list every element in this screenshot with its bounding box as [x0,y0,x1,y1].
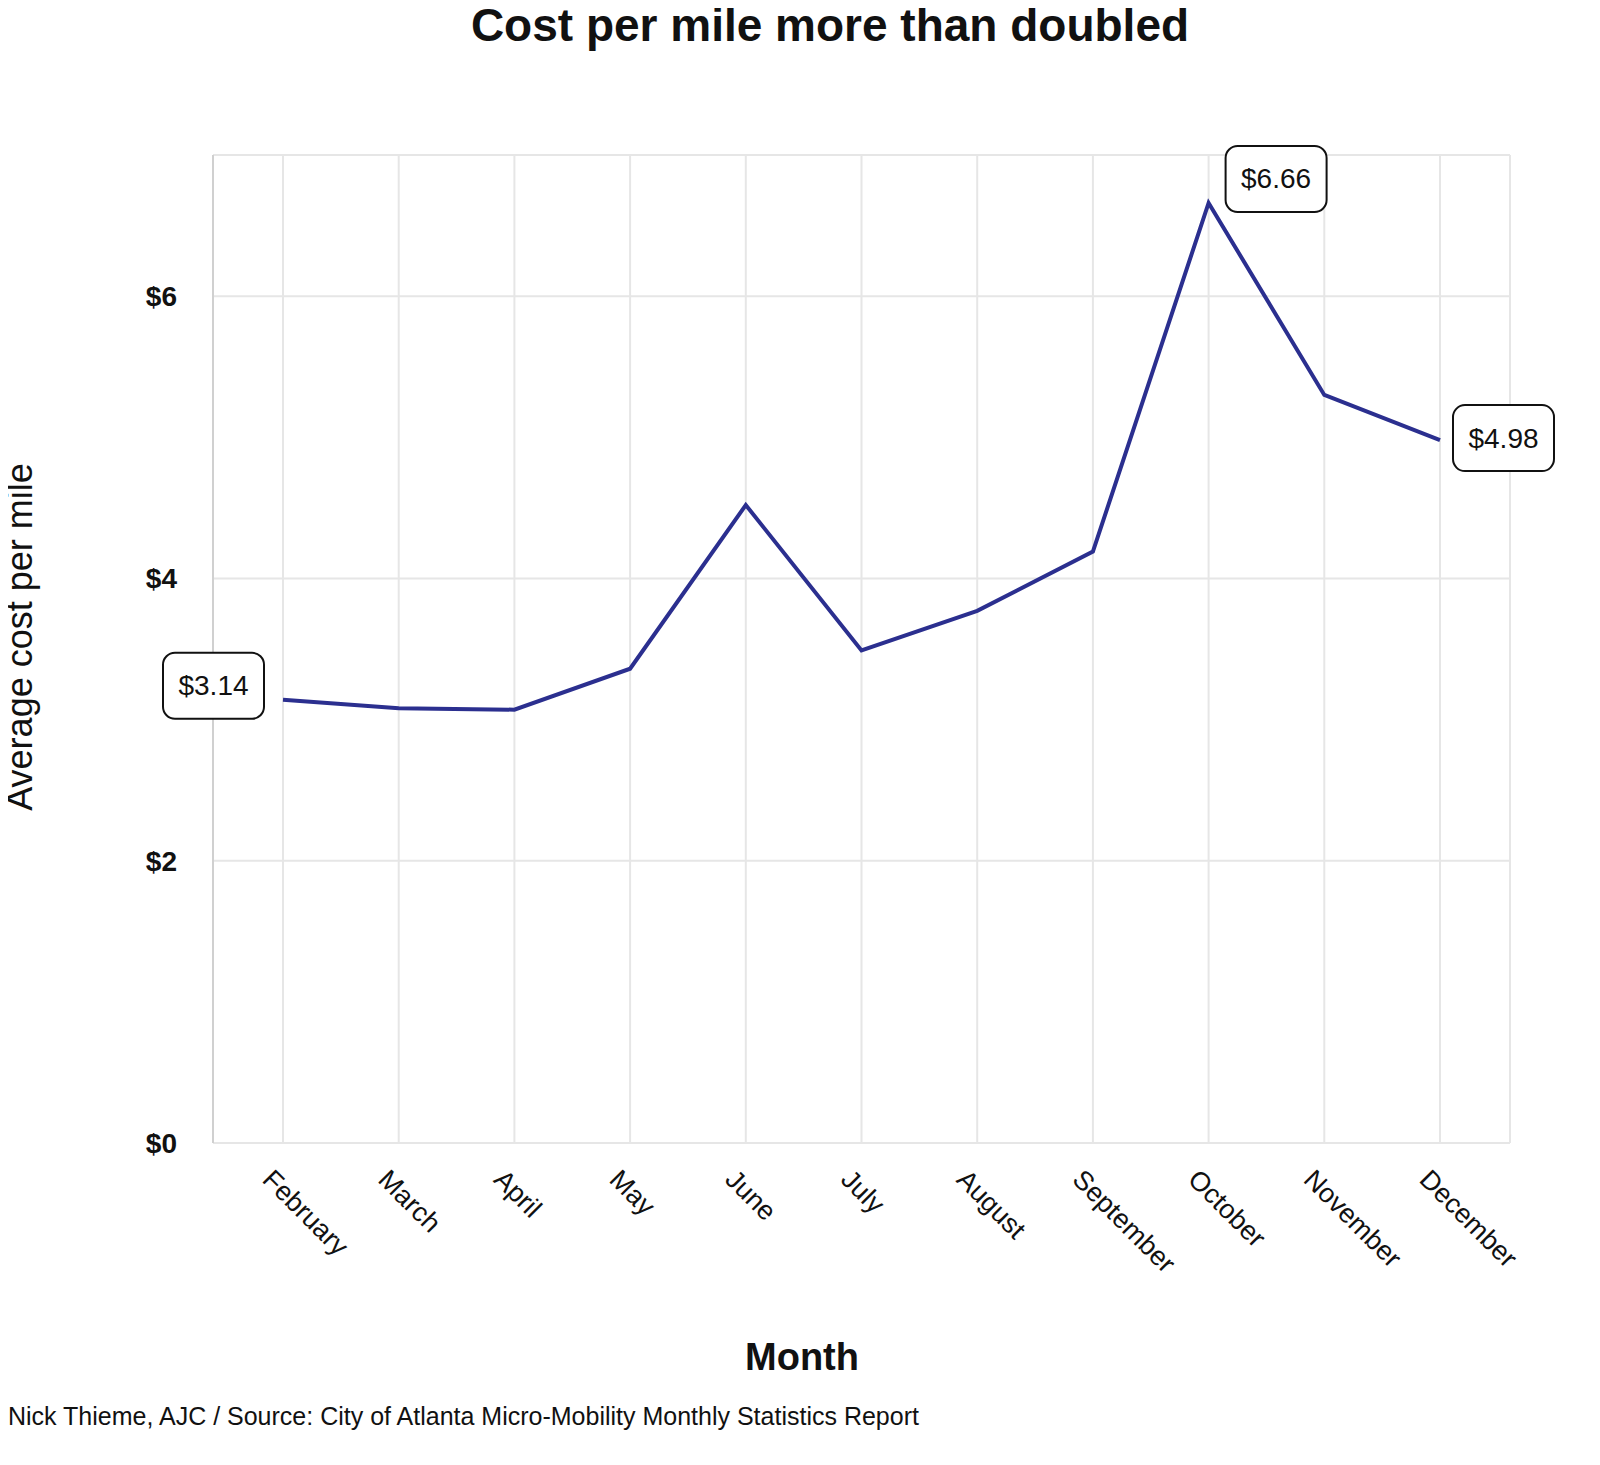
svg-text:February: February [257,1164,355,1262]
svg-text:March: March [372,1164,446,1238]
svg-text:$4.98: $4.98 [1468,423,1538,454]
svg-text:$2: $2 [146,846,177,877]
svg-text:September: September [1067,1164,1182,1279]
html-text:Month: Month [745,1336,859,1378]
svg-text:May: May [604,1164,662,1222]
svg-text:August: August [951,1164,1032,1245]
svg-text:December: December [1414,1164,1523,1273]
svg-text:June: June [720,1164,783,1227]
svg-text:$3.14: $3.14 [178,670,248,701]
svg-text:$0: $0 [146,1128,177,1159]
svg-text:$6: $6 [146,281,177,312]
svg-text:October: October [1182,1164,1271,1253]
html-text:Average cost per mile: Average cost per mile [0,463,40,811]
svg-text:$4: $4 [146,563,178,594]
svg-text:$6.66: $6.66 [1241,163,1311,194]
html-text:Cost per mile more than double: Cost per mile more than doubled [470,0,1190,51]
html-text:Nick Thieme, AJC / Source: Cit: Nick Thieme, AJC / Source: City of Atlan… [8,1402,919,1430]
svg-text:July: July [835,1164,891,1220]
svg-text:November: November [1298,1164,1407,1273]
svg-text:April: April [488,1164,547,1223]
